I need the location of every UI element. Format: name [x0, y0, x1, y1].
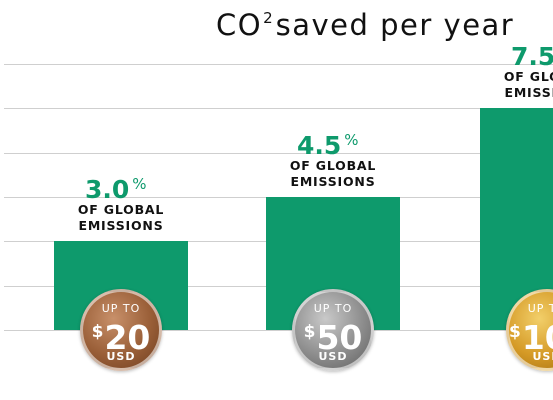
coin-upto-label: UP TO — [101, 302, 141, 315]
caption-line: EMISSIONS — [78, 218, 164, 233]
caption-line: EMISSIONS — [290, 174, 376, 189]
amount-value: 50 — [316, 318, 363, 357]
coin-currency-unit: USD — [532, 350, 553, 363]
data-label-value: 4.5% — [297, 126, 359, 160]
caption-line: OF GLOBAL — [289, 158, 377, 173]
gridline — [4, 64, 553, 65]
gridline — [4, 330, 553, 331]
value-number: 3.0 — [85, 175, 130, 204]
currency-symbol: $ — [303, 322, 316, 342]
value-number: 7.5 — [511, 42, 553, 71]
caption-line: OF GLOBAL — [77, 202, 165, 217]
amount-value: 20 — [104, 318, 151, 357]
coin-amount: $100 — [509, 314, 553, 356]
caption-line: OF GLOBAL — [503, 69, 553, 84]
category-coin-silver: UP TO $50 USD — [292, 289, 374, 371]
coin-currency-unit: USD — [106, 350, 136, 363]
data-label-value: 3.0% — [85, 170, 147, 204]
value-unit: % — [344, 131, 359, 149]
value-number: 4.5 — [297, 131, 342, 160]
coin-amount: $50 — [295, 314, 371, 356]
amount-value: 100 — [521, 318, 553, 357]
coin-upto-label: UP TO — [313, 302, 353, 315]
currency-symbol: $ — [91, 322, 104, 342]
chart-title: CO2 saved per year — [216, 8, 515, 42]
category-coin-gold: UP TO$100USD — [506, 289, 553, 371]
gridline — [4, 108, 553, 109]
coin-amount: $20 — [83, 314, 159, 356]
coin-currency-unit: USD — [318, 350, 348, 363]
gridline — [4, 153, 553, 154]
category-coin-bronze: UP TO $20 USD — [80, 289, 162, 371]
data-label-value: 7.5% — [511, 37, 553, 71]
coin-upto-label: UP TO — [527, 302, 553, 315]
caption-line: EMISSIONS — [504, 85, 553, 100]
value-unit: % — [132, 175, 147, 193]
title-subscript: 2 — [263, 9, 273, 27]
currency-symbol: $ — [509, 322, 521, 342]
